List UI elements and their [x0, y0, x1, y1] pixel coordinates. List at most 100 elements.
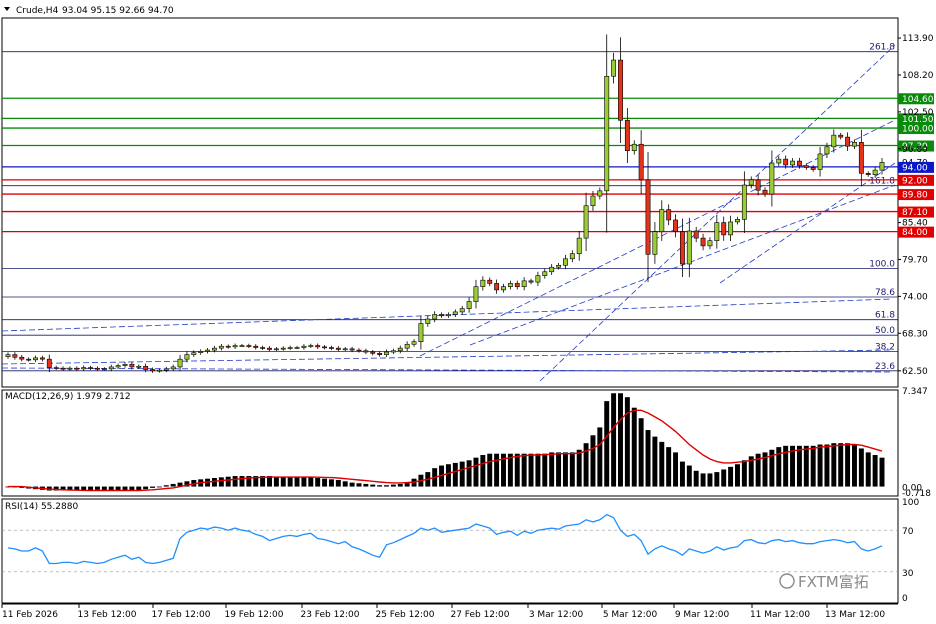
macd-bar: [528, 453, 534, 487]
candle-body: [824, 146, 830, 155]
candle-body: [267, 347, 272, 350]
macd-bar: [611, 393, 617, 487]
macd-axis-label: 7.347: [902, 387, 928, 397]
macd-bar: [163, 485, 169, 487]
macd-title: MACD(12,26,9) 1.979 2.712: [5, 392, 131, 402]
candle-body: [845, 136, 851, 147]
candle-body: [81, 367, 87, 370]
candle-body: [487, 279, 493, 284]
candle-body: [26, 358, 32, 361]
macd-bar: [549, 452, 555, 487]
support-level-tag: [898, 226, 934, 238]
candle-body: [507, 283, 513, 287]
candle-body: [308, 345, 314, 347]
macd-bar: [122, 486, 128, 491]
candle-body: [335, 347, 341, 350]
candle-body: [218, 345, 224, 349]
candle-body: [280, 347, 286, 350]
macd-bar: [494, 453, 500, 487]
candle-body: [88, 367, 94, 369]
candle-body: [549, 266, 555, 273]
candle-body: [721, 222, 727, 236]
candle-body: [177, 358, 183, 368]
macd-bar: [645, 430, 651, 487]
macd-bar: [459, 461, 465, 487]
macd-bar: [652, 436, 658, 487]
candle-body: [329, 347, 334, 349]
macd-bar: [287, 477, 293, 487]
trend-line: [419, 119, 896, 357]
fib-level-label: 23.6: [875, 362, 895, 372]
candle-body: [686, 230, 692, 265]
triangle-down-icon[interactable]: [4, 7, 10, 11]
candle-body: [645, 179, 651, 255]
candle-body: [852, 141, 857, 147]
price-axis-tick-label: 79.70: [902, 255, 928, 265]
macd-bar: [377, 485, 383, 487]
macd-bar: [576, 449, 582, 487]
chart-header[interactable]: Crude,H4 93.04 95.15 92.66 94.70: [4, 6, 174, 16]
candle-body: [60, 367, 66, 370]
macd-bar: [74, 486, 80, 491]
candle-body: [748, 179, 754, 186]
macd-bar: [673, 452, 679, 487]
candle-body: [53, 367, 59, 369]
rsi-title: RSI(14) 55.2880: [5, 502, 78, 512]
candle-body: [397, 347, 403, 352]
candle-body: [225, 345, 231, 348]
macd-bar: [301, 476, 307, 487]
macd-bar: [714, 472, 720, 487]
macd-bar: [170, 483, 176, 487]
candle-body: [494, 283, 500, 291]
price-axis-tick-label: 96.80: [902, 145, 928, 155]
candle-body: [432, 314, 438, 320]
candle-body: [858, 141, 864, 174]
macd-bar: [796, 445, 802, 487]
ohlc-readout: 93.04 95.15 92.66 94.70: [62, 6, 174, 16]
time-axis-label: 27 Feb 12:00: [450, 610, 509, 620]
macd-bar: [624, 397, 630, 487]
candle-body: [315, 345, 321, 348]
candle-body: [184, 354, 190, 360]
candle-body: [741, 184, 747, 220]
time-axis-label: 23 Feb 12:00: [300, 610, 359, 620]
macd-bar: [328, 479, 334, 487]
resistance-level-tag-label: 97.30: [902, 142, 928, 152]
macd-bar: [590, 435, 596, 487]
macd-bar: [693, 470, 699, 487]
fxtm-watermark: FXTM富拓: [779, 573, 869, 591]
candle-body: [356, 349, 362, 352]
candle-body: [46, 358, 52, 368]
trend-line: [1, 349, 893, 365]
macd-bar: [845, 443, 851, 487]
time-axis-label: 17 Feb 12:00: [151, 610, 210, 620]
candle-body: [287, 347, 293, 349]
time-axis-label: 25 Feb 12:00: [375, 610, 434, 620]
macd-bar: [67, 486, 73, 491]
macd-bar: [384, 485, 389, 487]
price-axis-tick-label: 102.50: [902, 108, 934, 118]
price-panel-frame: [1, 17, 899, 388]
candle-body: [666, 209, 672, 221]
macd-bar: [218, 477, 224, 487]
macd-panel: 7.347 0.00-0.718: [5, 387, 931, 499]
candle-body: [473, 286, 479, 302]
price-axis-tick-label: 85.40: [902, 219, 928, 229]
macd-bar: [280, 477, 286, 487]
candle-body: [714, 222, 720, 241]
candle-body: [418, 323, 424, 342]
macd-bar: [404, 482, 410, 487]
candle-body: [466, 301, 472, 309]
candle-body: [604, 75, 610, 192]
candle-body: [404, 343, 410, 349]
resistance-level-tag-label: 104.60: [902, 95, 934, 105]
macd-bar: [851, 444, 857, 487]
macd-bar: [783, 445, 789, 487]
macd-bar: [211, 478, 217, 487]
time-axis-label: 11 Mar 12:00: [750, 610, 810, 620]
candle-body: [349, 348, 355, 351]
macd-bar: [94, 486, 100, 490]
candle-body: [108, 366, 114, 370]
macd-bar: [156, 486, 162, 488]
candle-body: [170, 366, 176, 370]
